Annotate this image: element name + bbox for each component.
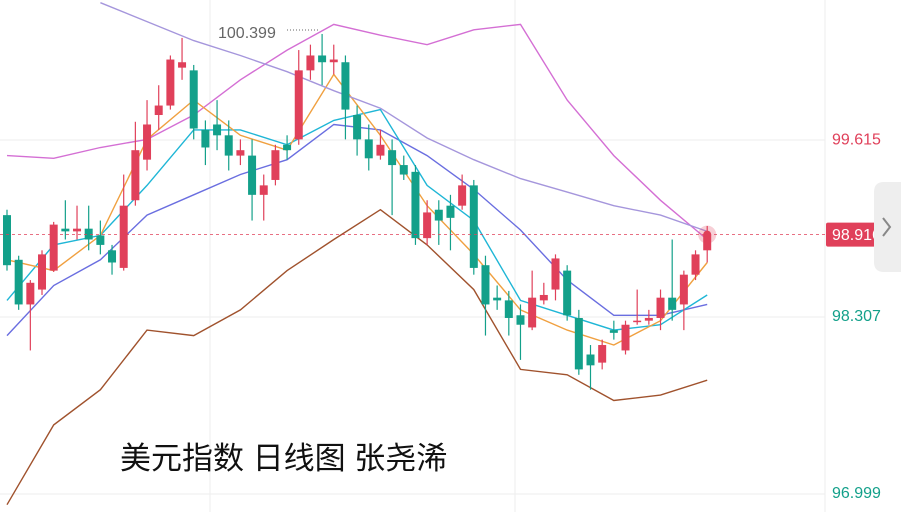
candle-body (656, 297, 665, 318)
candle-body (178, 62, 187, 68)
candle-body (574, 317, 583, 370)
candle-body (621, 324, 630, 351)
candle-body (411, 171, 420, 239)
last-price-dot (703, 230, 712, 239)
candle-body (434, 209, 443, 221)
candle-body (703, 234, 712, 251)
candle-body (38, 254, 47, 290)
candle-body (563, 270, 572, 316)
candle-body (213, 124, 222, 136)
candle-body (446, 205, 455, 218)
indicator-line (6, 23, 708, 241)
candle-body (376, 144, 385, 156)
candle-body (294, 70, 303, 140)
last-price-label: 98.916 (832, 227, 881, 244)
candle-body (691, 254, 700, 275)
candle-body (271, 150, 280, 180)
candle-body (14, 259, 23, 305)
y-tick-label: 99.615 (832, 131, 881, 148)
candle-body (259, 185, 268, 195)
candle-body (458, 185, 467, 206)
candle-body (131, 150, 140, 201)
candle-body (598, 345, 607, 363)
candle-body (26, 282, 35, 305)
candle-body (668, 297, 677, 310)
candle-body (364, 139, 373, 159)
candle-body (154, 105, 163, 116)
candle-body (61, 228, 70, 232)
y-tick-label: 98.307 (832, 308, 881, 325)
indicator-line (100, 2, 708, 233)
candle-body (644, 317, 653, 321)
candle-body (609, 330, 618, 333)
candle-body (119, 205, 128, 268)
side-panel[interactable] (874, 182, 901, 272)
candle-body (586, 354, 595, 366)
candle-body (551, 258, 560, 290)
candle-body (399, 165, 408, 175)
candle-body (539, 294, 548, 301)
candle-body (633, 320, 642, 323)
candle-body (189, 70, 198, 129)
candle-body (341, 62, 350, 110)
candle-body (516, 315, 525, 325)
candle-body (283, 144, 292, 151)
candle-body (318, 55, 327, 63)
candle-body (306, 55, 315, 71)
candle-body (353, 115, 362, 140)
candle-body (166, 59, 175, 106)
indicator-line (6, 123, 708, 337)
candle-body (481, 265, 490, 305)
candle-body (329, 59, 338, 63)
candle-body (493, 297, 502, 301)
candle-body (73, 228, 82, 232)
candle-body (201, 129, 210, 148)
side-arrow (882, 217, 892, 237)
candle-body (504, 300, 513, 318)
candle-body (469, 185, 478, 268)
candle-body (3, 215, 11, 266)
candle-body (143, 124, 152, 160)
candle-body (96, 235, 105, 245)
candle-body (679, 274, 688, 305)
candle-body (49, 224, 58, 271)
candle-body (84, 228, 93, 240)
candle-body (224, 135, 233, 156)
candle-body (248, 155, 257, 195)
candle-body (423, 212, 432, 239)
chart-title: 美元指数 日线图 张尧浠 (120, 441, 447, 476)
candle-body (236, 150, 245, 156)
candle-body (528, 297, 537, 328)
candle-body (388, 150, 397, 166)
candle-body (108, 250, 117, 263)
high-label: 100.399 (218, 25, 276, 42)
y-tick-label: 96.999 (832, 485, 881, 502)
